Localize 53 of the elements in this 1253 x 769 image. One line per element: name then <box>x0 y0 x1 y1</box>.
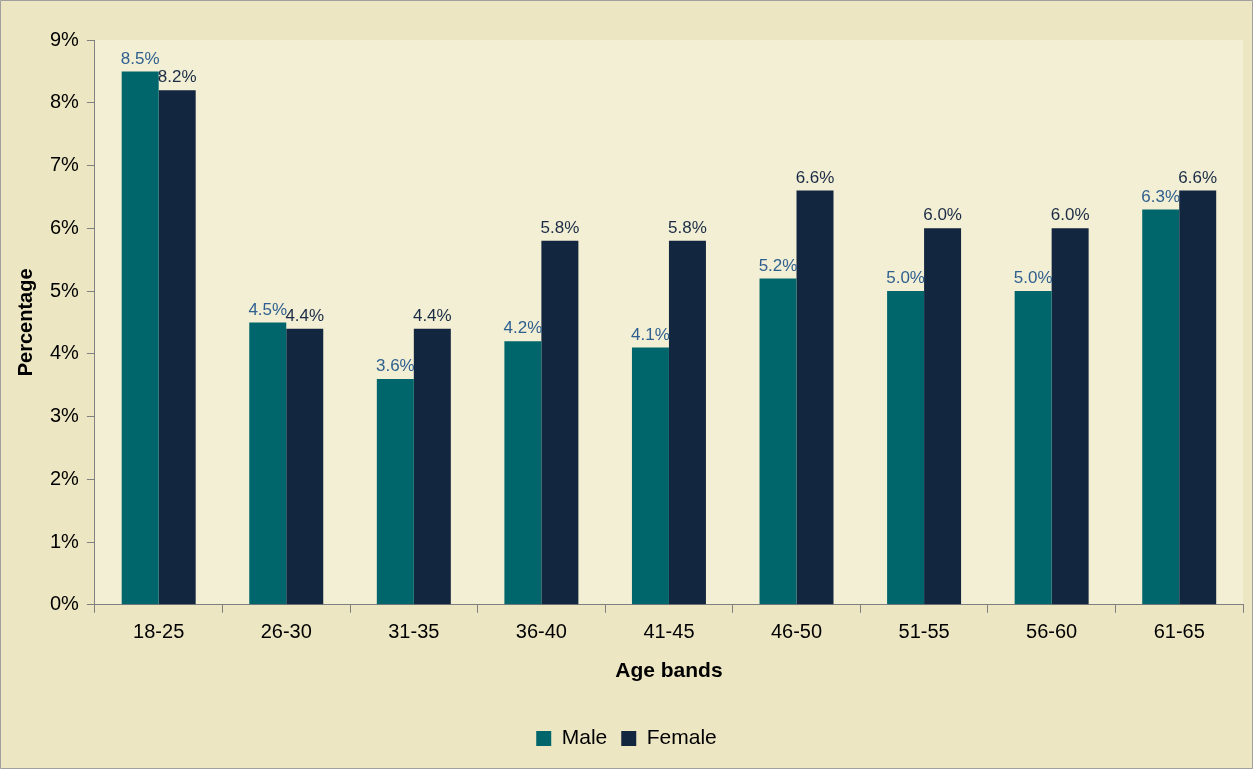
y-tick-label: 0% <box>50 592 80 615</box>
bar <box>887 291 925 605</box>
data-label: 5.8% <box>668 218 707 238</box>
x-tick-label: 51-55 <box>898 620 950 643</box>
y-tick-label: 6% <box>50 215 80 238</box>
bar <box>504 341 542 605</box>
data-label: 8.5% <box>120 48 160 68</box>
bar <box>286 328 324 605</box>
y-tick-label: 4% <box>50 341 80 364</box>
x-tick-label: 36-40 <box>515 620 567 643</box>
bar <box>413 328 451 605</box>
bar <box>668 240 706 605</box>
x-axis-title: Age bands <box>615 658 723 682</box>
data-label: 6.6% <box>795 167 835 187</box>
bar <box>1051 228 1089 605</box>
legend-label: Female <box>646 725 717 749</box>
y-tick-label: 2% <box>50 466 80 489</box>
bar <box>541 240 579 605</box>
bar <box>796 190 834 605</box>
data-label: 5.8% <box>540 218 580 238</box>
data-label: 5.0% <box>1013 268 1053 288</box>
bar <box>121 71 159 605</box>
bar <box>1142 209 1180 605</box>
y-tick-label: 3% <box>50 404 80 427</box>
data-label: 6.0% <box>923 205 962 225</box>
x-tick-label: 56-60 <box>1026 620 1078 643</box>
y-tick-label: 7% <box>50 153 80 176</box>
x-tick-label: 18-25 <box>133 620 185 643</box>
data-label: 3.6% <box>375 356 415 376</box>
bar <box>631 347 669 605</box>
x-tick-label: 61-65 <box>1153 620 1205 643</box>
data-label: 6.6% <box>1178 167 1218 187</box>
y-tick-label: 1% <box>50 529 80 552</box>
bar <box>759 278 797 605</box>
x-tick-label: 46-50 <box>770 620 823 643</box>
bar <box>376 378 414 605</box>
y-axis-title: Percentage <box>13 268 36 377</box>
bar <box>1179 190 1217 605</box>
legend-label: Male <box>561 725 608 749</box>
data-label: 5.2% <box>758 255 798 275</box>
data-label: 4.4% <box>285 305 325 325</box>
y-tick-label: 9% <box>50 27 80 50</box>
bar <box>158 90 196 605</box>
bar <box>1014 291 1052 605</box>
data-label: 6.0% <box>1050 205 1090 225</box>
bar <box>924 228 962 605</box>
x-tick-label: 41-45 <box>643 620 695 643</box>
bar <box>249 322 287 605</box>
y-tick-label: 5% <box>50 278 80 301</box>
x-tick-label: 26-30 <box>260 620 312 643</box>
x-tick-label: 31-35 <box>388 620 440 643</box>
data-label: 4.4% <box>412 305 452 325</box>
y-tick-label: 8% <box>50 90 80 113</box>
